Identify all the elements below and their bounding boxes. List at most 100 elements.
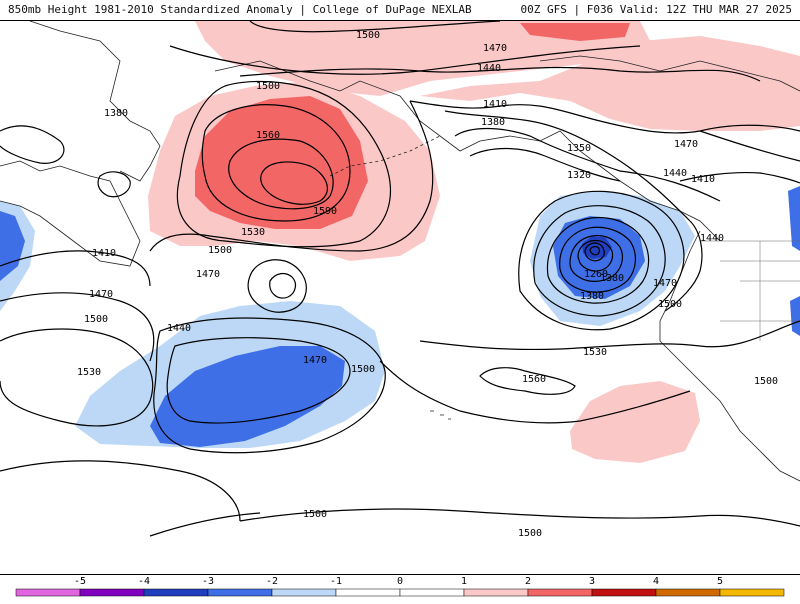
contour-label: 1410: [92, 248, 116, 259]
height-contours: [0, 21, 800, 537]
colorbar-segment: [79, 588, 145, 597]
colorbar-tick-label: 5: [716, 576, 724, 587]
colorbar-tick-label: 0: [396, 576, 404, 587]
contour-line: [0, 460, 241, 522]
contour-label: 1500: [518, 528, 542, 539]
contour-label: 1440: [663, 168, 687, 179]
contour-label: 1500: [351, 364, 375, 375]
contour-label: 1500: [754, 376, 778, 387]
positive-anomaly-region: [520, 23, 630, 41]
contour-line: [0, 250, 151, 287]
contour-line: [228, 138, 334, 210]
contour-line: [589, 246, 600, 256]
contour-label: 1440: [167, 323, 191, 334]
contour-line: [149, 100, 434, 252]
contour-line: [454, 127, 721, 202]
contour-line: [419, 320, 800, 351]
contour-line: [518, 190, 685, 331]
contour-labels: 1500 1470 1440 1410 1380 1500 1560 1590 …: [77, 30, 778, 539]
contour-line: [247, 259, 307, 313]
contour-line: [97, 171, 131, 198]
positive-anomaly-region: [420, 36, 800, 131]
map-header: 850mb Height 1981-2010 Standardized Anom…: [0, 0, 800, 20]
anomaly-map: 1500 1470 1440 1410 1380 1500 1560 1590 …: [0, 21, 800, 574]
contour-label: 1470: [653, 278, 677, 289]
contour-line: [444, 110, 691, 222]
contour-label: 1380: [580, 291, 604, 302]
contour-line: [409, 100, 800, 134]
contour-line: [0, 125, 65, 164]
colorbar-svg: [15, 588, 785, 597]
aleutian-islands: [329, 135, 441, 177]
contour-line: [166, 337, 351, 424]
contour-line: [533, 205, 666, 317]
contour-line: [0, 328, 154, 427]
colorbar-tick-label: 3: [588, 576, 596, 587]
colorbar-tick-label: 2: [524, 576, 532, 587]
colorbar-segment: [719, 588, 785, 597]
contour-label: 1410: [483, 99, 507, 110]
contour-label: 1380: [481, 117, 505, 128]
contour-label: 1590: [313, 206, 337, 217]
colorbar-segment: [591, 588, 657, 597]
anomaly-shading: [0, 21, 800, 463]
colorbar-tick-label: 1: [460, 576, 468, 587]
colorbar-tick-label: 4: [652, 576, 660, 587]
contour-label: 1500: [208, 245, 232, 256]
contour-line: [546, 216, 650, 304]
anomaly-colorbar: -5 -4 -3 -2 -1 0 1 2 3 4 5: [0, 575, 800, 600]
colorbar-tick-label: -3: [201, 576, 215, 587]
contour-line: [664, 220, 703, 312]
colorbar-segment: [143, 588, 209, 597]
colorbar-tick-label: -5: [73, 576, 87, 587]
us-state-borders: [700, 240, 800, 341]
hawaii-islands: [430, 410, 451, 420]
colorbar-segment: [655, 588, 721, 597]
colorbar-segment: [527, 588, 593, 597]
contour-line: [239, 66, 761, 82]
alaska-coastline: [214, 60, 561, 152]
contour-label: 1530: [77, 367, 101, 378]
positive-anomaly-region: [195, 21, 650, 96]
canada-coastline: [559, 130, 721, 242]
colorbar-segment: [15, 588, 81, 597]
contour-label: 1470: [196, 269, 220, 280]
contour-label: 1560: [256, 130, 280, 141]
contour-line: [176, 80, 391, 248]
contour-label: 1380: [600, 273, 624, 284]
negative-anomaly-region: [790, 296, 800, 336]
contour-line: [569, 234, 623, 282]
contour-label: 1530: [583, 347, 607, 358]
contour-line: [379, 360, 691, 424]
map-title: 850mb Height 1981-2010 Standardized Anom…: [8, 3, 472, 16]
contour-line: [699, 130, 800, 162]
colorbar-segment: [335, 588, 401, 597]
contour-line: [260, 161, 328, 205]
contour-label: 1500: [84, 314, 108, 325]
siberia-coastline: [0, 160, 141, 267]
contour-label: 1470: [674, 139, 698, 150]
colorbar-segment: [463, 588, 529, 597]
contour-label: 1500: [303, 509, 327, 520]
contour-line: [0, 292, 155, 362]
contour-label: 1560: [522, 374, 546, 385]
contour-line: [201, 104, 351, 222]
contour-line: [269, 272, 297, 299]
colorbar-segment: [207, 588, 273, 597]
chukotka-coastline: [29, 21, 161, 182]
contour-label: 1470: [483, 43, 507, 54]
map-panel: 1500 1470 1440 1410 1380 1500 1560 1590 …: [0, 20, 800, 575]
contour-label: 1470: [89, 289, 113, 300]
contour-label: 1530: [241, 227, 265, 238]
colorbar-segment: [399, 588, 465, 597]
contour-line: [249, 21, 501, 33]
model-run-info: 00Z GFS | F036 Valid: 12Z THU MAR 27 202…: [520, 3, 792, 16]
contour-label: 1410: [691, 174, 715, 185]
positive-anomaly-region: [570, 381, 700, 463]
contour-line: [149, 512, 261, 537]
coastlines: [0, 21, 800, 482]
contour-label: 1440: [477, 63, 501, 74]
contour-label: 1320: [567, 170, 591, 181]
colorbar-tick-label: -4: [137, 576, 151, 587]
contour-label: 1380: [104, 108, 128, 119]
